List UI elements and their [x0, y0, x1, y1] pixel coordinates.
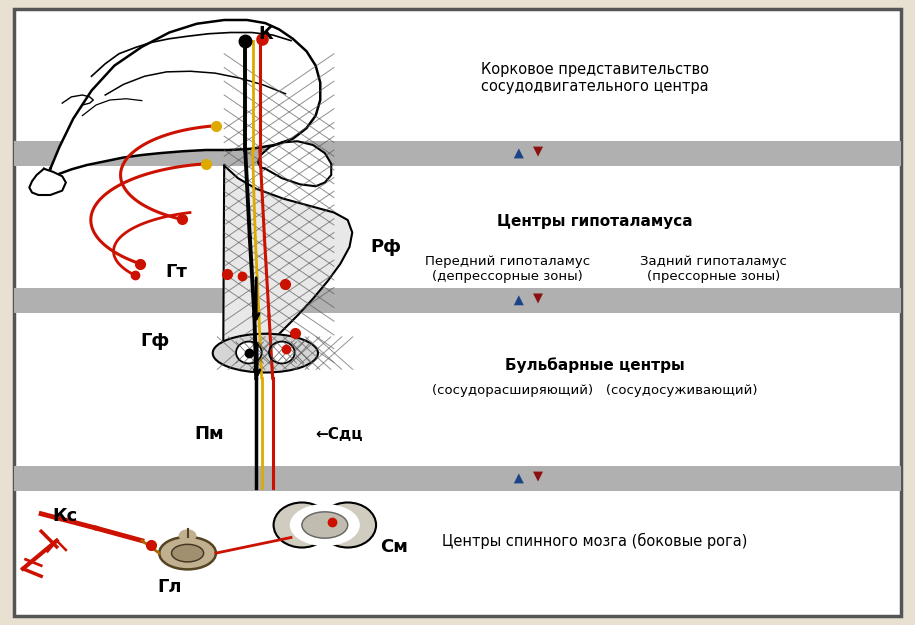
- Ellipse shape: [302, 512, 348, 538]
- Text: Центры спинного мозга (боковые рога): Центры спинного мозга (боковые рога): [442, 532, 748, 549]
- Text: (сосудорасширяющий)   (сосудосуживающий): (сосудорасширяющий) (сосудосуживающий): [432, 384, 758, 397]
- Ellipse shape: [172, 544, 203, 562]
- Bar: [14, 466, 901, 491]
- Text: К: К: [258, 26, 273, 43]
- Ellipse shape: [236, 341, 262, 363]
- Ellipse shape: [291, 505, 359, 545]
- Text: Гт: Гт: [166, 263, 188, 281]
- Text: Корковое представительство
сосудодвигательного центра: Корковое представительство сосудодвигате…: [480, 62, 709, 94]
- Text: Рф: Рф: [371, 238, 402, 256]
- Polygon shape: [41, 20, 320, 184]
- Text: Передний гипоталамус
(депрессорные зоны): Передний гипоталамус (депрессорные зоны): [425, 255, 590, 282]
- Ellipse shape: [269, 341, 295, 363]
- Text: См: См: [380, 538, 407, 556]
- Bar: [14, 288, 901, 312]
- Ellipse shape: [179, 530, 196, 541]
- Text: Задний гипоталамус
(прессорные зоны): Задний гипоталамус (прессорные зоны): [640, 255, 787, 282]
- Text: Гф: Гф: [140, 332, 169, 349]
- Text: Бульбарные центры: Бульбарные центры: [505, 357, 684, 374]
- Ellipse shape: [212, 334, 318, 372]
- Ellipse shape: [274, 503, 330, 548]
- Text: Гл: Гл: [157, 579, 181, 596]
- Polygon shape: [223, 166, 352, 364]
- Text: Кс: Кс: [52, 507, 78, 524]
- Text: ←Сдц: ←Сдц: [316, 427, 363, 442]
- Text: Центры гипоталамуса: Центры гипоталамуса: [497, 214, 693, 229]
- Ellipse shape: [319, 503, 376, 548]
- Ellipse shape: [159, 537, 216, 569]
- Bar: [14, 141, 901, 166]
- Polygon shape: [29, 169, 66, 195]
- Polygon shape: [258, 141, 331, 186]
- Text: Пм: Пм: [195, 426, 224, 443]
